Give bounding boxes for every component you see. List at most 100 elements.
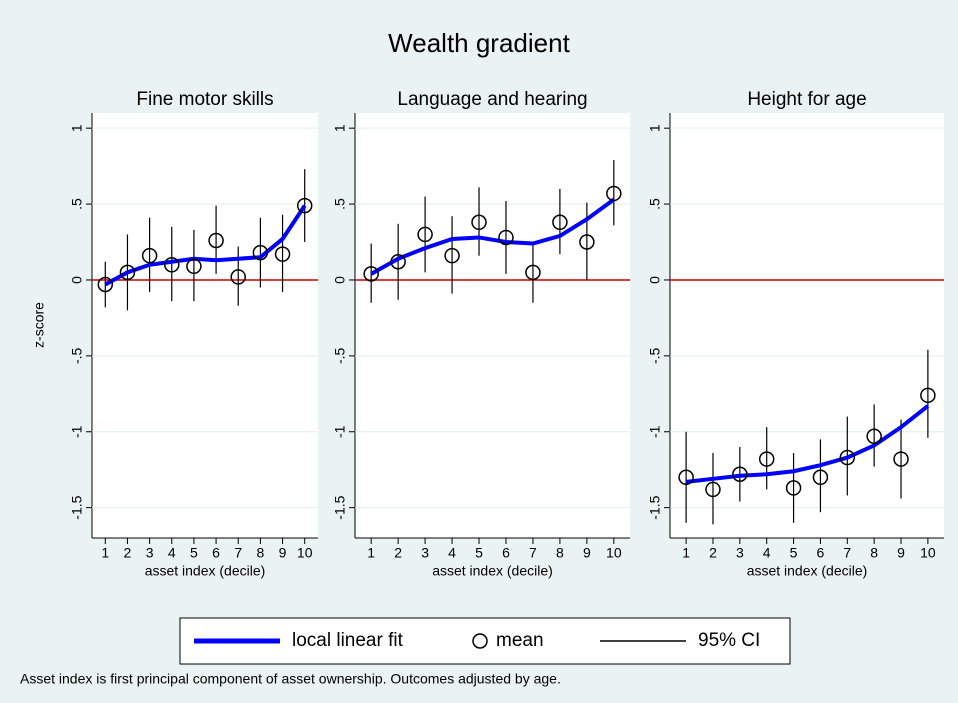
x-tick-label: 10 <box>920 545 936 561</box>
fit-line <box>104 204 307 287</box>
x-tick-label: 6 <box>817 545 825 561</box>
mean-point <box>252 244 269 261</box>
mean-point <box>417 226 433 243</box>
mean-point <box>230 269 246 285</box>
x-tick-label: 9 <box>279 545 287 561</box>
x-tick-label: 8 <box>556 545 564 561</box>
y-tick-label: -1 <box>332 425 348 438</box>
y-tick-label: -.5 <box>69 347 85 364</box>
mean-point <box>186 258 202 275</box>
x-tick-label: 10 <box>297 545 313 561</box>
x-tick-label: 1 <box>682 545 690 561</box>
x-tick-label: 5 <box>790 545 798 561</box>
legend-box <box>179 617 791 665</box>
y-tick-label: -1 <box>647 425 663 438</box>
panel-title: Language and hearing <box>397 89 587 110</box>
y-tick-label: -.5 <box>647 347 663 364</box>
mean-point <box>471 214 487 231</box>
mean-point <box>390 254 406 270</box>
mean-point <box>785 480 802 496</box>
x-tick-label: 5 <box>190 545 198 561</box>
x-axis-label: asset index (decile) <box>432 563 553 579</box>
x-tick-label: 2 <box>394 545 402 561</box>
mean-point <box>732 466 748 482</box>
x-tick-label: 4 <box>168 545 176 561</box>
chart-title: Wealth gradient <box>388 28 570 58</box>
mean-point <box>97 276 114 293</box>
mean-point <box>552 214 568 231</box>
y-tick-label: 1 <box>647 124 663 132</box>
mean-point <box>363 266 379 282</box>
y-tick-label: 0 <box>332 276 348 284</box>
fit-line <box>685 404 930 484</box>
mean-point <box>296 197 313 214</box>
plot-area <box>355 113 630 538</box>
x-tick-label: 6 <box>502 545 510 561</box>
mean-point <box>893 451 909 467</box>
legend-label: mean <box>496 630 544 651</box>
y-tick-label: -1.5 <box>332 495 348 519</box>
mean-point <box>920 387 936 404</box>
plot-area <box>670 113 944 538</box>
y-tick-label: -1.5 <box>647 495 663 519</box>
mean-point <box>141 247 158 264</box>
mean-point <box>444 247 460 264</box>
mean-point <box>208 232 224 249</box>
mean-point <box>812 469 829 486</box>
legend-mean-sample <box>472 633 488 649</box>
panel-title: Fine motor skills <box>136 89 273 110</box>
mean-point <box>678 469 694 486</box>
x-tick-label: 10 <box>606 545 622 561</box>
mean-point <box>274 246 291 262</box>
mean-point <box>498 229 514 246</box>
mean-point <box>866 428 882 445</box>
y-tick-label: 1 <box>332 124 348 132</box>
x-tick-label: 4 <box>448 545 456 561</box>
x-axis-label: asset index (decile) <box>145 563 266 579</box>
x-tick-label: 3 <box>421 545 429 561</box>
x-tick-label: 3 <box>736 545 744 561</box>
x-tick-label: 8 <box>256 545 264 561</box>
mean-point <box>164 257 180 273</box>
mean-point <box>579 234 595 250</box>
x-tick-label: 7 <box>843 545 851 561</box>
y-tick-label: -1 <box>69 425 85 438</box>
mean-point <box>705 481 721 498</box>
plot-area <box>92 113 318 538</box>
legend-label: local linear fit <box>292 630 404 651</box>
x-tick-label: 8 <box>870 545 878 561</box>
x-tick-label: 7 <box>234 545 242 561</box>
y-tick-label: .5 <box>647 198 663 210</box>
y-tick-label: 0 <box>647 276 663 284</box>
mean-point <box>839 449 856 466</box>
y-tick-label: -.5 <box>332 347 348 364</box>
x-axis-label: asset index (decile) <box>747 563 868 579</box>
fit-line <box>370 197 616 276</box>
y-tick-label: .5 <box>332 198 348 210</box>
mean-point <box>758 451 775 467</box>
x-tick-label: 1 <box>101 545 109 561</box>
x-tick-label: 3 <box>146 545 154 561</box>
x-tick-label: 9 <box>583 545 591 561</box>
x-tick-label: 2 <box>709 545 717 561</box>
note: Asset index is first principal component… <box>20 671 561 687</box>
y-tick-label: 0 <box>69 276 85 284</box>
y-axis-label: z-score <box>31 302 47 348</box>
x-tick-label: 1 <box>367 545 375 561</box>
x-tick-label: 4 <box>763 545 771 561</box>
x-tick-label: 2 <box>124 545 132 561</box>
y-tick-label: .5 <box>69 198 85 210</box>
mean-point <box>119 264 136 281</box>
y-tick-label: -1.5 <box>69 495 85 519</box>
x-tick-label: 6 <box>212 545 220 561</box>
y-tick-label: 1 <box>69 124 85 132</box>
x-tick-label: 7 <box>529 545 537 561</box>
legend-label: 95% CI <box>698 630 760 651</box>
x-tick-label: 5 <box>475 545 483 561</box>
mean-point <box>606 185 622 202</box>
x-tick-label: 9 <box>897 545 905 561</box>
panel-title: Height for age <box>747 89 866 110</box>
mean-point <box>525 264 541 281</box>
